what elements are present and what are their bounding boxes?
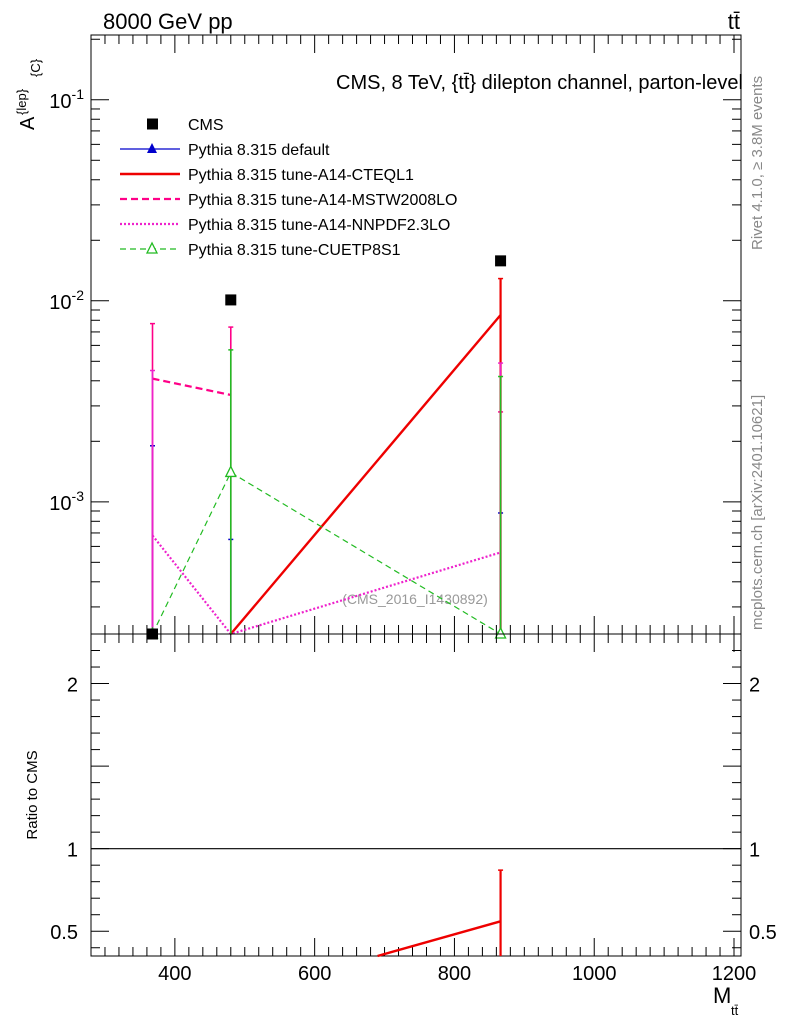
y-tick-label: 10-3 bbox=[49, 488, 84, 515]
ratio-frame bbox=[90, 633, 742, 957]
legend-label: Pythia 8.315 tune-A14-NNPDF2.3LO bbox=[188, 217, 450, 234]
x-axis-label: M tt̄ bbox=[713, 983, 739, 1018]
series-line bbox=[151, 471, 501, 635]
series-line bbox=[151, 534, 501, 636]
legend-marker bbox=[147, 118, 158, 130]
legend-label: CMS bbox=[188, 117, 224, 134]
series-line bbox=[152, 377, 232, 397]
y-label-sub: {C} bbox=[28, 58, 43, 77]
legend-label: Pythia 8.315 tune-A14-CTEQL1 bbox=[188, 167, 414, 184]
header-left: 8000 GeV pp bbox=[103, 9, 233, 34]
series-marker bbox=[494, 626, 507, 639]
x-tick-label: 600 bbox=[298, 963, 331, 985]
ratio-axis-ticks bbox=[91, 634, 741, 956]
ratio-y-tick-label-right: 1 bbox=[749, 840, 760, 862]
main-title: CMS, 8 TeV, {tt̄} dilepton channel, part… bbox=[336, 72, 743, 94]
legend-label: Pythia 8.315 tune-CUETP8S1 bbox=[188, 242, 401, 259]
rivet-label: Rivet 4.1.0, ≥ 3.8M events bbox=[749, 76, 766, 250]
x-tick-label: 800 bbox=[438, 963, 471, 985]
series-5 bbox=[146, 349, 507, 639]
legend-marker bbox=[147, 143, 157, 153]
main-y-tick-labels: 10-3 10-2 10-1 bbox=[49, 86, 84, 515]
series-line bbox=[229, 314, 502, 635]
y-label-main: A bbox=[17, 116, 39, 130]
header-right: tt̄ bbox=[728, 9, 740, 34]
ratio-y-tick-labels: 0.5 0.5 1 1 2 2 bbox=[50, 675, 777, 945]
legend-marker bbox=[145, 241, 159, 254]
ratio-y-axis-label: Ratio to CMS bbox=[24, 750, 41, 839]
legend-label: Pythia 8.315 default bbox=[188, 142, 330, 159]
ratio-y-tick-label: 0.5 bbox=[50, 922, 78, 944]
ratio-panel: 0.5 0.5 1 1 2 2 Ratio to CMS 400 600 800 1000 120… bbox=[24, 633, 777, 1018]
main-panel: 10-3 10-2 10-1 CMS, 8 TeV, {tt̄} dilepton … bbox=[14, 34, 743, 640]
ratio-y-tick-label-right: 0.5 bbox=[749, 922, 777, 944]
legend-label: Pythia 8.315 tune-A14-MSTW2008LO bbox=[188, 192, 457, 209]
x-label-sub: tt̄ bbox=[731, 1003, 739, 1018]
x-tick-label: 400 bbox=[158, 963, 191, 985]
x-label-main: M bbox=[713, 983, 731, 1008]
cms-data-point bbox=[495, 255, 507, 267]
x-tick-label: 1000 bbox=[572, 963, 617, 985]
mcplots-label: mcplots.cern.ch [arXiv:2401.10621] bbox=[749, 395, 766, 630]
cms-data-point bbox=[225, 294, 237, 306]
ratio-series-line bbox=[377, 920, 501, 958]
series-2 bbox=[229, 277, 504, 635]
ratio-y-tick-label: 2 bbox=[67, 675, 78, 697]
series-marker bbox=[224, 464, 237, 478]
ratio-y-tick-label: 1 bbox=[67, 840, 78, 862]
x-tick-label: 1200 bbox=[712, 963, 757, 985]
main-data-marks bbox=[146, 255, 507, 640]
main-y-axis-label: A {lep} {C} bbox=[14, 58, 43, 130]
series-3 bbox=[150, 322, 504, 634]
ratio-data-marks bbox=[377, 869, 504, 958]
x-tick-labels: 400 600 800 1000 1200 bbox=[158, 963, 756, 985]
y-tick-label: 10-1 bbox=[49, 86, 84, 113]
analysis-watermark: (CMS_2016_I1430892) bbox=[342, 591, 488, 607]
y-label-sup: {lep} bbox=[14, 88, 29, 115]
legend: CMS Pythia 8.315 default Pythia 8.315 tune… bbox=[120, 117, 457, 259]
ratio-y-tick-label-right: 2 bbox=[749, 675, 760, 697]
y-tick-label: 10-2 bbox=[49, 287, 84, 314]
ratio-series-0 bbox=[377, 869, 504, 958]
